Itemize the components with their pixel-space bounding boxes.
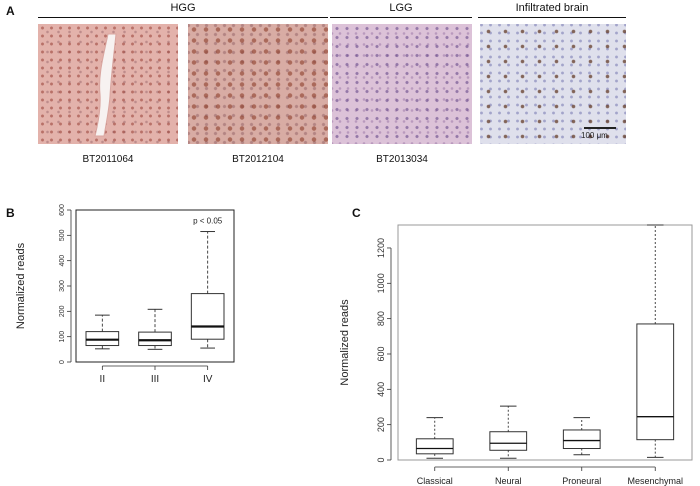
group-label-lgg: LGG (389, 2, 413, 14)
group-rule-hgg (38, 17, 328, 18)
panel-c-letter: C (352, 206, 361, 220)
y-tick-label: 1200 (376, 238, 386, 258)
plot-frame (397, 224, 693, 461)
significance-annotation: p < 0.05 (193, 217, 223, 226)
panel-b-letter: B (6, 206, 15, 220)
x-tick-label: Proneural (562, 476, 601, 486)
y-tick-label: 1000 (376, 273, 386, 293)
x-tick-label: Classical (417, 476, 453, 486)
x-tick-label: III (151, 374, 159, 385)
iqr-box (415, 438, 454, 455)
x-tick-label: II (100, 374, 106, 385)
y-tick-label: 200 (59, 305, 66, 317)
caption-bt2011064: BT2011064 (82, 154, 134, 165)
x-tick-label: Mesenchymal (627, 476, 683, 486)
y-tick-label: 400 (59, 255, 66, 267)
iqr-box (636, 323, 675, 441)
iqr-box (138, 331, 172, 347)
group-label-infiltrated-brain: Infiltrated brain (515, 2, 589, 14)
y-tick-label: 800 (376, 311, 386, 326)
iqr-box (489, 431, 528, 451)
iqr-box (190, 293, 225, 340)
boxplot-c: 0 200 400 600 800 1000 1200 Normalized reads Cla… (339, 224, 693, 486)
y-tick-label: 0 (376, 457, 386, 462)
micrograph-bt2011064 (38, 24, 178, 144)
y-tick-label: 300 (59, 280, 66, 292)
caption-bt2013034: BT2013034 (376, 154, 428, 165)
micrograph-infiltrated-brain: 100 μm (480, 24, 626, 144)
micrograph-bt2013034 (332, 24, 472, 144)
y-tick-label: 600 (59, 204, 66, 216)
panel-a-letter: A (6, 4, 15, 18)
caption-bt2012104: BT2012104 (232, 154, 284, 165)
y-axis-label: Normalized reads (339, 299, 351, 386)
scale-bar-label: 100 μm (581, 131, 608, 140)
group-label-hgg: HGG (170, 2, 196, 14)
y-tick-label: 500 (59, 229, 66, 241)
micrograph-bt2012104 (188, 24, 328, 144)
y-tick-label: 400 (376, 382, 386, 397)
group-rule-lgg (330, 17, 472, 18)
y-tick-label: 200 (376, 417, 386, 432)
x-tick-label: IV (203, 374, 213, 385)
y-tick-label: 600 (376, 346, 386, 361)
plot-frame (75, 209, 235, 363)
micrograph-vessel (94, 33, 117, 137)
y-tick-label: 0 (59, 360, 66, 364)
y-axis-label: Normalized reads (15, 242, 27, 329)
scale-bar (584, 127, 616, 129)
y-tick-label: 100 (59, 331, 66, 343)
group-rule-infiltrated-brain (478, 17, 626, 18)
iqr-box (85, 331, 120, 347)
x-tick-label: Neural (495, 476, 522, 486)
iqr-box (562, 429, 601, 450)
